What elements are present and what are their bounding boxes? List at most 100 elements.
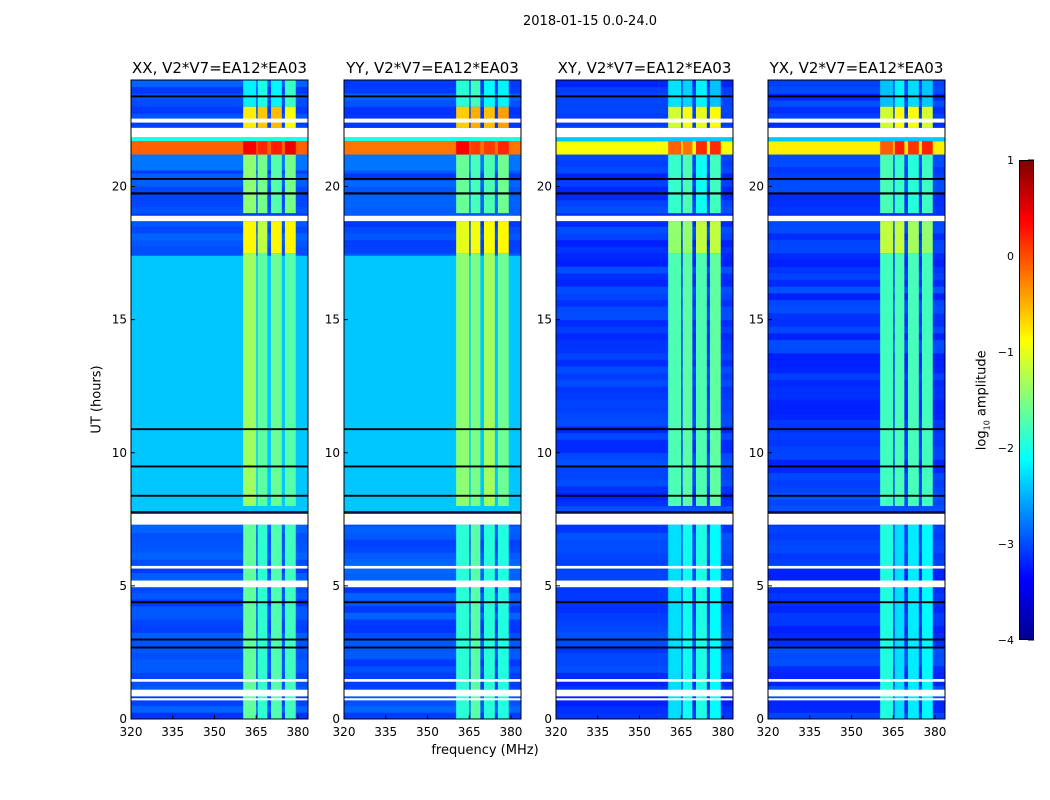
noise-row	[556, 266, 733, 274]
noise-row	[556, 659, 733, 667]
noise-row	[768, 539, 945, 547]
noise-row	[131, 625, 308, 633]
noise-row	[556, 106, 733, 114]
colorbar-label-base: 10	[982, 420, 992, 431]
flagged-row	[131, 118, 308, 123]
noise-row	[556, 253, 733, 261]
noise-row	[556, 199, 733, 207]
colorbar-tick-label: −2	[998, 442, 1014, 455]
rfi-cell	[257, 141, 268, 155]
rfi-cell	[243, 141, 257, 155]
dropout-row	[556, 95, 733, 98]
noise-row	[768, 379, 945, 387]
time-band	[768, 137, 945, 142]
noise-row	[344, 106, 521, 114]
y-tick-label: 20	[325, 180, 340, 194]
colorbar-label-amplitude: amplitude	[974, 350, 990, 421]
noise-row	[344, 585, 521, 594]
noise-row	[556, 346, 733, 354]
y-tick-label: 15	[112, 313, 127, 327]
noise-row	[768, 266, 945, 274]
rfi-cell	[695, 80, 707, 107]
noise-row	[131, 619, 308, 627]
noise-row	[344, 632, 521, 640]
rfi-cell	[257, 80, 268, 107]
y-tick-label: 15	[325, 313, 340, 327]
rfi-cell	[921, 221, 933, 254]
noise-row	[131, 605, 308, 613]
flagged-row	[768, 565, 945, 569]
x-tick-label: 365	[670, 725, 693, 739]
rfi-cell	[284, 253, 296, 506]
noise-row	[131, 179, 308, 187]
rfi-cell	[880, 80, 894, 107]
noise-row	[768, 319, 945, 327]
rfi-cell	[470, 253, 481, 506]
x-tick-label: 320	[545, 725, 568, 739]
noise-row	[556, 233, 733, 241]
rfi-cell	[497, 106, 509, 128]
noise-row	[344, 625, 521, 633]
rfi-cell	[921, 106, 933, 128]
noise-row	[556, 552, 733, 560]
noise-row	[768, 273, 945, 281]
noise-row	[768, 166, 945, 174]
rfi-cell	[243, 253, 257, 506]
noise-row	[768, 565, 945, 574]
noise-row	[768, 685, 945, 693]
noise-row	[131, 565, 308, 574]
rfi-cell	[497, 80, 509, 107]
noise-row	[344, 679, 521, 687]
rfi-cell	[456, 524, 470, 719]
noise-row	[768, 372, 945, 381]
dropout-row	[131, 638, 308, 641]
noise-row	[344, 219, 521, 227]
noise-row	[768, 99, 945, 108]
noise-row	[556, 539, 733, 547]
noise-row	[768, 672, 945, 680]
colorbar-tick-label: 1	[1007, 154, 1014, 167]
y-tick-label: 20	[112, 180, 127, 194]
noise-row	[556, 672, 733, 680]
noise-row	[131, 539, 308, 547]
rfi-cell	[243, 524, 257, 719]
rfi-cell	[483, 106, 495, 128]
rfi-cell	[270, 154, 282, 214]
panel-title: XX, V2*V7=EA12*EA03	[132, 59, 307, 77]
noise-row	[344, 525, 521, 534]
figure-title: 2018-01-15 0.0-24.0	[523, 14, 657, 29]
rfi-cell	[668, 141, 682, 155]
rfi-cell	[668, 253, 682, 506]
noise-row	[556, 166, 733, 174]
noise-row	[344, 179, 521, 187]
noise-row	[556, 705, 733, 713]
noise-row	[768, 559, 945, 567]
dropout-row	[768, 428, 945, 431]
noise-row	[556, 399, 733, 407]
x-tick-label: 350	[203, 725, 226, 739]
x-tick-label: 335	[798, 725, 821, 739]
noise-row	[131, 659, 308, 667]
rfi-cell	[470, 154, 481, 214]
noise-row	[768, 665, 945, 673]
rfi-cell	[880, 106, 894, 128]
noise-row	[131, 106, 308, 114]
flagged-row	[556, 580, 733, 588]
rfi-cell	[695, 141, 707, 155]
rfi-cell	[709, 154, 721, 214]
dropout-row	[344, 192, 521, 195]
noise-row	[768, 299, 945, 307]
rfi-cell	[709, 141, 721, 155]
noise-row	[344, 619, 521, 627]
y-tick-label: 20	[537, 180, 552, 194]
y-tick-label: 10	[537, 446, 552, 460]
y-tick-label: 5	[332, 579, 340, 593]
noise-row	[768, 419, 945, 427]
dropout-row	[344, 177, 521, 180]
noise-row	[556, 239, 733, 247]
rfi-cell	[497, 141, 509, 155]
dropout-row	[556, 192, 733, 195]
noise-row	[768, 106, 945, 114]
noise-row	[556, 206, 733, 214]
flagged-row	[556, 689, 733, 697]
